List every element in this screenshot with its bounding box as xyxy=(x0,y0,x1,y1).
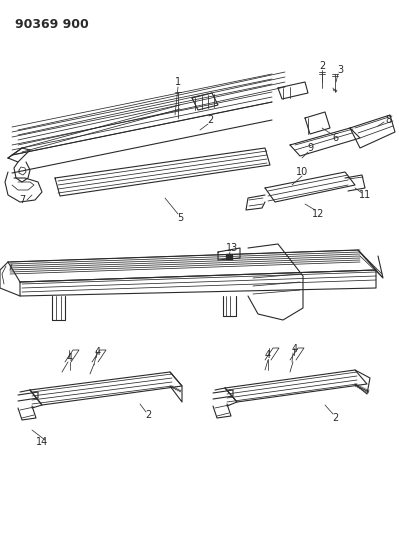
Text: 4: 4 xyxy=(265,350,271,360)
Text: 2: 2 xyxy=(207,115,213,125)
Text: 9: 9 xyxy=(307,143,313,153)
Text: 11: 11 xyxy=(359,190,371,200)
Text: 14: 14 xyxy=(36,437,48,447)
Text: 2: 2 xyxy=(332,413,338,423)
Text: 6: 6 xyxy=(332,133,338,143)
Text: 8: 8 xyxy=(385,115,391,125)
Text: 2: 2 xyxy=(319,61,325,71)
Text: 3: 3 xyxy=(337,65,343,75)
Text: 13: 13 xyxy=(226,243,238,253)
Text: 1: 1 xyxy=(175,77,181,87)
Text: 4: 4 xyxy=(95,347,101,357)
Text: 12: 12 xyxy=(312,209,324,219)
Text: 5: 5 xyxy=(177,213,183,223)
Text: 10: 10 xyxy=(296,167,308,177)
Text: 7: 7 xyxy=(19,195,25,205)
Text: 4: 4 xyxy=(292,344,298,354)
Polygon shape xyxy=(226,254,232,259)
Text: 90369 900: 90369 900 xyxy=(15,18,89,31)
Text: 2: 2 xyxy=(145,410,151,420)
Text: 4: 4 xyxy=(67,353,73,363)
